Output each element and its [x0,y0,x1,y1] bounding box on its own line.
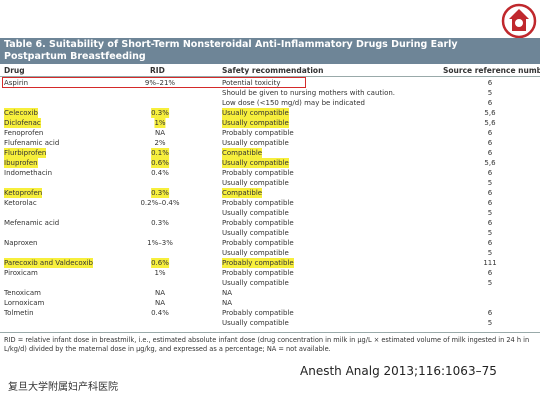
ref-cell: 5 [487,209,493,217]
safety-cell: Probably compatible [222,269,294,277]
drug-cell: Ibuprofen [4,158,38,168]
rid-cell: NA [154,289,166,297]
drug-cell: Tenoxicam [4,289,41,297]
drug-cell: Naproxen [4,239,38,247]
ref-cell: 6 [487,99,493,107]
drug-cell: Tolmetin [4,309,34,317]
rid-cell: 2% [154,139,166,147]
rid-cell: 0.3% [151,219,169,227]
safety-cell: Probably compatible [222,129,294,137]
ref-cell: 5 [487,279,493,287]
ref-cell: 5,6 [484,159,496,167]
safety-cell: Usually compatible [222,118,289,128]
safety-cell: Should be given to nursing mothers with … [222,89,396,97]
rid-cell: 1%–3% [147,239,173,247]
drug-cell: Fenoprofen [4,129,44,137]
ref-cell: 5,6 [484,109,496,117]
rid-cell: 0.1% [151,148,169,158]
safety-cell: Probably compatible [222,239,294,247]
row-box [2,77,306,88]
drug-cell: Diclofenac [4,118,41,128]
ref-cell: 5 [487,319,493,327]
drug-cell: Aspirin [4,79,29,87]
ref-cell: 6 [487,139,493,147]
drug-cell: Lornoxicam [4,299,45,307]
ref-cell: 5 [487,249,493,257]
drug-cell: Flurbiprofen [4,148,47,158]
safety-cell: Probably compatible [222,219,294,227]
ref-cell: 6 [487,309,493,317]
ref-cell: 6 [487,269,493,277]
safety-cell: Compatible [222,148,263,158]
safety-cell: Usually compatible [222,108,289,118]
rid-cell: 0.3% [151,188,169,198]
title-bar [0,38,540,64]
safety-cell: Compatible [222,188,263,198]
drug-cell: Ketorolac [4,199,37,207]
safety-cell: Probably compatible [222,199,294,207]
safety-cell: NA [222,299,233,307]
ref-cell: 6 [487,239,493,247]
safety-cell: Usually compatible [222,158,289,168]
ref-cell: 5 [487,229,493,237]
ref-cell: 6 [487,149,493,157]
safety-cell: Usually compatible [222,139,289,147]
drug-cell: Ketoprofen [4,188,43,198]
drug-cell: Flufenamic acid [4,139,60,147]
safety-cell: Usually compatible [222,209,289,217]
rid-cell: 0.3% [151,108,169,118]
drug-cell: Piroxicam [4,269,38,277]
drug-cell: Indomethacin [4,169,53,177]
ref-cell: 5 [487,89,493,97]
safety-cell: Probably compatible [222,169,294,177]
citation: Anesth Analg 2013;116:1063–75 [300,364,497,378]
safety-cell: Usually compatible [222,229,289,237]
safety-cell: Low dose (<150 mg/d) may be indicated [222,99,365,107]
table-title: Table 6. Suitability of Short-Term Nonst… [4,39,458,62]
ref-cell: 6 [487,169,493,177]
drug-cell: Celecoxib [4,108,38,118]
ref-cell: 6 [487,79,493,87]
safety-cell: Probably compatible [222,309,294,317]
rid-cell: 1% [154,269,166,277]
ref-cell: 5,6 [484,119,496,127]
rid-cell: 9%–21% [144,79,176,87]
safety-cell: Usually compatible [222,319,289,327]
header-drug: Drug [4,66,25,75]
rid-cell: NA [154,129,166,137]
header-rid: RID [150,66,165,75]
ref-cell: 6 [487,189,493,197]
institution: 复旦大学附属妇产科医院 [8,382,118,393]
safety-cell: Usually compatible [222,249,289,257]
ref-cell: 6 [487,129,493,137]
ref-cell: 5 [487,179,493,187]
safety-cell: Probably compatible [222,258,294,268]
logo [501,3,537,39]
safety-cell: Usually compatible [222,179,289,187]
drug-cell: Mefenamic acid [4,219,60,227]
footer-rule [0,332,540,333]
ref-cell: 6 [487,219,493,227]
ref-cell: 6 [487,199,493,207]
footnote: RID = relative infant dose in breastmilk… [4,336,530,353]
ref-cell: 111 [483,259,497,267]
rid-cell: 0.6% [151,258,169,268]
rid-cell: 0.6% [151,158,169,168]
header-rule [0,76,540,77]
rid-cell: NA [154,299,166,307]
safety-cell: NA [222,289,233,297]
safety-cell: Potential toxicity [222,79,281,87]
drug-cell: Parecoxib and Valdecoxib [4,258,93,268]
rid-cell: 0.2%–0.4% [140,199,180,207]
rid-cell: 1% [154,118,166,128]
rid-cell: 0.4% [151,169,169,177]
safety-cell: Usually compatible [222,279,289,287]
rid-cell: 0.4% [151,309,169,317]
header-ref: Source reference number [443,66,540,75]
header-safety: Safety recommendation [222,66,324,75]
